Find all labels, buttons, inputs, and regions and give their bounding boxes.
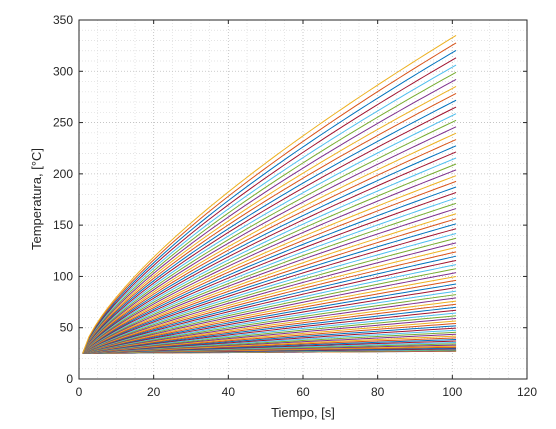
temperature-curve [82,287,457,354]
temperature-curve [82,186,457,354]
x-tick-label: 120 [517,385,537,399]
temperature-curve [82,322,457,354]
temperature-curve [82,175,457,354]
temperature-curve [82,132,457,354]
y-tick-label: 200 [53,167,73,181]
x-tick-label: 100 [442,385,462,399]
y-tick-label: 250 [53,116,73,130]
x-axis-title: Tiempo, [s] [271,405,335,420]
temperature-curve [82,279,457,354]
temperature-curve [82,268,457,354]
temperature-curve [82,145,457,354]
temperature-curve [82,34,457,354]
y-axis-title: Temperatura, [°C] [29,148,44,250]
temperature-curve [82,71,457,354]
temperature-curve [82,312,457,354]
temperature-curve [82,192,457,354]
temperature-curve [82,223,457,354]
y-axis-ticks: 0 50 100 150 200 250 300 350 [53,13,527,386]
temperature-curve [82,139,457,354]
temperature-curve [82,246,457,354]
temperature-curve [82,272,457,354]
temperature-curve [82,213,457,354]
temperature-curve [82,42,457,354]
temperature-curve [82,57,457,354]
x-axis-ticks: 0 20 40 60 80 100 120 [76,20,537,399]
series-group [82,34,457,354]
temperature-curve [82,297,457,354]
y-tick-label: 100 [53,269,73,283]
temperature-curve [82,49,457,354]
x-tick-label: 60 [296,385,310,399]
temperature-curve [82,315,457,354]
temperature-curve [82,92,457,354]
y-tick-label: 50 [60,321,74,335]
temperature-curve [82,228,457,354]
temperature-curve [82,294,457,354]
temperature-curve [82,242,457,354]
temperature-curve [82,259,457,354]
x-tick-label: 80 [371,385,385,399]
temperature-curve [82,306,457,354]
temperature-curve [82,180,457,354]
temperature-curve [82,86,457,354]
temperature-curve [82,290,457,354]
temperature-curve [82,233,457,354]
temperature-curve [82,99,457,354]
temperature-curve [82,78,457,354]
temperature-curve [82,255,457,354]
y-tick-label: 150 [53,218,73,232]
temperature-curve [82,151,457,354]
temperature-curve [82,106,457,354]
temperature-curve [82,208,457,354]
x-tick-label: 0 [76,385,83,399]
temperature-curve [82,119,457,354]
temperature-curve [82,309,457,354]
temperature-curve [82,283,457,354]
temperature-curve [82,218,457,354]
y-tick-label: 0 [66,372,73,386]
temperature-curve [82,163,457,354]
x-tick-label: 20 [147,385,161,399]
temperature-curve [82,264,457,354]
temperature-curve [82,113,457,354]
temperature-curve [82,317,457,354]
temperature-curve [82,64,457,354]
temperature-curve [82,169,457,354]
temperature-curve [82,300,457,354]
temperature-curve [82,320,457,354]
temperature-curve [82,126,457,354]
temperature-curve [82,202,457,354]
y-tick-label: 300 [53,64,73,78]
temperature-curve [82,251,457,354]
y-tick-label: 350 [53,13,73,27]
x-tick-label: 40 [222,385,236,399]
temperature-curve [82,197,457,354]
temperature-curve [82,237,457,354]
temperature-curve [82,276,457,354]
temperature-curve [82,303,457,354]
temperature-curve [82,157,457,354]
